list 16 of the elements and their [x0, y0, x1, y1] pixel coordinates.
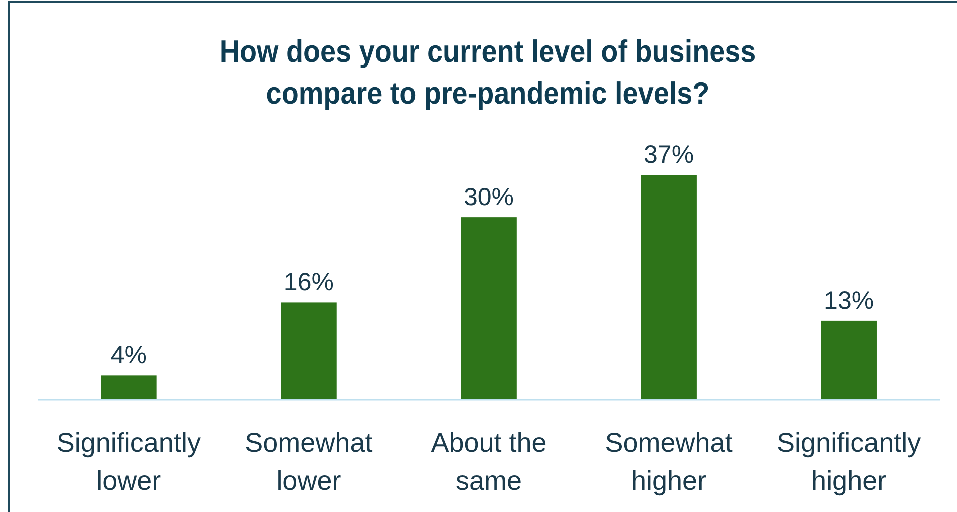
x-tick-label: Somewhat higher	[605, 428, 734, 496]
chart-title: How does your current level of business compare to pre-pandemic levels?	[220, 34, 756, 112]
x-tick-label: About the same	[431, 428, 547, 496]
bar	[821, 320, 877, 400]
data-label: 16%	[284, 268, 334, 297]
data-label: 30%	[464, 184, 514, 212]
bar	[641, 175, 697, 400]
data-label: 4%	[110, 342, 147, 370]
x-tick-label: Significantly lower	[56, 428, 202, 496]
data-label: 13%	[824, 286, 874, 315]
bar	[281, 302, 337, 400]
bar	[461, 218, 517, 400]
bar	[101, 376, 157, 400]
data-label: 37%	[644, 141, 694, 169]
x-tick-label: Significantly higher	[777, 428, 922, 496]
x-tick-label: Somewhat lower	[245, 428, 374, 496]
